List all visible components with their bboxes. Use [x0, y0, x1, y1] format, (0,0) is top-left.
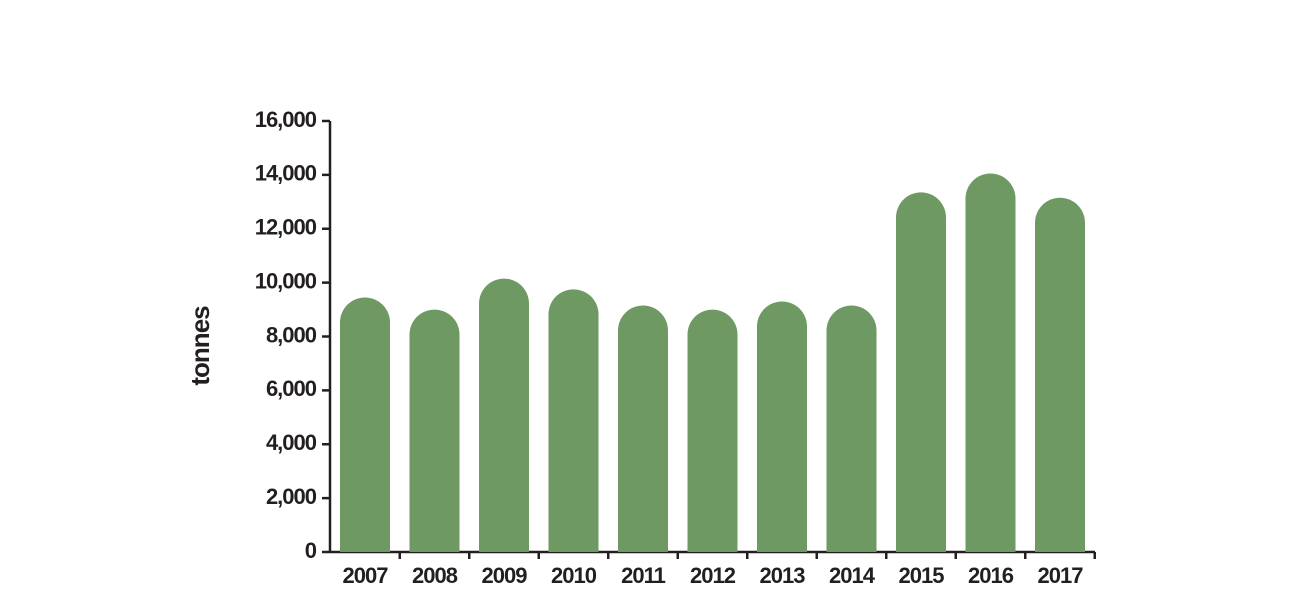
x-tick-label: 2008 — [412, 563, 458, 588]
x-tick-label: 2013 — [760, 563, 806, 588]
y-tick-label: 10,000 — [255, 268, 317, 293]
bar — [618, 305, 668, 552]
y-tick-label: 0 — [305, 538, 317, 563]
y-axis-label: tonnes — [185, 306, 215, 386]
bar — [687, 309, 738, 552]
x-tick-label: 2014 — [829, 563, 876, 588]
x-tick-label: 2012 — [690, 563, 736, 588]
y-tick-label: 8,000 — [266, 322, 317, 347]
x-tick-label: 2017 — [1038, 563, 1084, 588]
bar — [826, 305, 877, 552]
x-tick-label: 2016 — [968, 563, 1014, 588]
bar — [548, 289, 599, 552]
y-tick-label: 4,000 — [266, 430, 317, 455]
x-tick-label: 2011 — [621, 563, 665, 588]
bar — [1035, 197, 1085, 552]
y-tick-label: 16,000 — [255, 107, 317, 132]
y-tick-label: 2,000 — [266, 484, 317, 509]
x-tick-label: 2015 — [899, 563, 945, 588]
y-tick-label: 6,000 — [266, 376, 317, 401]
bar — [757, 301, 807, 552]
y-tick-label: 14,000 — [255, 161, 317, 186]
x-tick-label: 2007 — [343, 563, 389, 588]
y-tick-label: 12,000 — [255, 215, 317, 240]
x-tick-label: 2010 — [551, 563, 597, 588]
bar — [409, 309, 460, 552]
bar — [896, 192, 946, 552]
x-tick-label: 2009 — [482, 563, 528, 588]
bar — [965, 173, 1016, 552]
bar — [479, 278, 529, 552]
bar — [340, 297, 390, 552]
